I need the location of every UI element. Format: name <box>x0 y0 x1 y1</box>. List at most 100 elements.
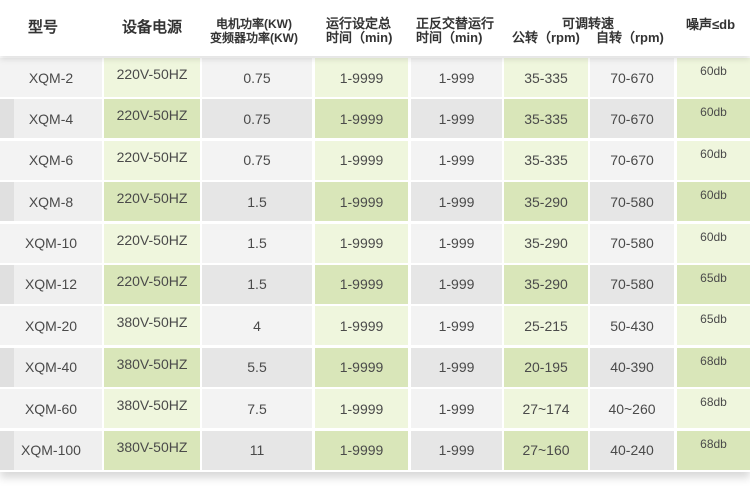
cell-noise: 60db <box>677 140 750 180</box>
table-row: XQM-40 380V-50HZ 5.5 1-9999 1-999 20-195… <box>0 347 750 389</box>
cell-noise: 68db <box>677 389 750 429</box>
cell-total-time: 1-9999 <box>315 223 408 263</box>
cell-noise: 68db <box>677 347 750 387</box>
cell-rotation-speed: 70-670 <box>590 140 674 180</box>
cell-revolution-speed: 27~174 <box>504 389 588 429</box>
cell-rotation-speed: 50-430 <box>590 306 674 346</box>
cell-revolution-speed: 35-335 <box>504 58 588 97</box>
cell-motor-power: 1.5 <box>202 223 312 263</box>
header-total-time-line2: 时间（min) <box>326 30 393 45</box>
spec-table-body: XQM-2 220V-50HZ 0.75 1-9999 1-999 35-335… <box>0 58 750 472</box>
header-model: 型号 <box>28 19 59 36</box>
cell-model: XQM-60 <box>0 389 102 429</box>
header-total-time: 运行设定总 时间（min) <box>326 17 392 45</box>
header-alt-time: 正反交替运行 时间（min) <box>416 17 494 45</box>
cell-total-time: 1-9999 <box>315 430 408 470</box>
cell-noise: 68db <box>677 430 750 470</box>
header-rotation: 自转（rpm) <box>596 30 664 45</box>
cell-total-time: 1-9999 <box>315 140 408 180</box>
cell-revolution-speed: 35-335 <box>504 140 588 180</box>
header-revolution: 公转（rpm) <box>512 30 580 45</box>
table-row: XQM-10 220V-50HZ 1.5 1-9999 1-999 35-290… <box>0 223 750 265</box>
cell-alt-time: 1-999 <box>411 99 502 139</box>
cell-revolution-speed: 35-290 <box>504 182 588 222</box>
header-motor-power-line1: 电机功率(KW) <box>216 17 292 31</box>
cell-alt-time: 1-999 <box>411 347 502 387</box>
cell-rotation-speed: 70-580 <box>590 182 674 222</box>
cell-total-time: 1-9999 <box>315 99 408 139</box>
cell-noise: 60db <box>677 99 750 139</box>
cell-power-supply: 380V-50HZ <box>104 430 200 470</box>
cell-noise: 65db <box>677 264 750 304</box>
cell-power-supply: 220V-50HZ <box>104 264 200 304</box>
cell-model: XQM-40 <box>0 347 102 387</box>
header-power-supply: 设备电源 <box>122 19 183 36</box>
cell-model: XQM-6 <box>0 140 102 180</box>
cell-rotation-speed: 70-670 <box>590 99 674 139</box>
cell-total-time: 1-9999 <box>315 306 408 346</box>
cell-motor-power: 1.5 <box>202 182 312 222</box>
cell-rotation-speed: 40-390 <box>590 347 674 387</box>
cell-rotation-speed: 40-240 <box>590 430 674 470</box>
table-row: XQM-100 380V-50HZ 11 1-9999 1-999 27~160… <box>0 430 750 472</box>
table-row: XQM-12 220V-50HZ 1.5 1-9999 1-999 35-290… <box>0 264 750 306</box>
header-total-time-line1: 运行设定总 <box>326 16 392 31</box>
header-alt-time-line1: 正反交替运行 <box>416 16 495 31</box>
cell-total-time: 1-9999 <box>315 389 408 429</box>
cell-alt-time: 1-999 <box>411 58 502 97</box>
cell-model: XQM-12 <box>0 264 102 304</box>
cell-alt-time: 1-999 <box>411 182 502 222</box>
cell-power-supply: 220V-50HZ <box>104 182 200 222</box>
cell-total-time: 1-9999 <box>315 347 408 387</box>
cell-rotation-speed: 70-670 <box>590 58 674 97</box>
table-row: XQM-60 380V-50HZ 7.5 1-9999 1-999 27~174… <box>0 389 750 430</box>
cell-power-supply: 380V-50HZ <box>104 389 200 429</box>
table-row: XQM-2 220V-50HZ 0.75 1-9999 1-999 35-335… <box>0 58 750 99</box>
cell-alt-time: 1-999 <box>411 223 502 263</box>
cell-revolution-speed: 25-215 <box>504 306 588 346</box>
cell-rotation-speed: 70-580 <box>590 223 674 263</box>
cell-model: XQM-2 <box>0 58 102 97</box>
header-motor-power: 电机功率(KW) 变频器功率(KW) <box>210 17 298 45</box>
cell-power-supply: 380V-50HZ <box>104 347 200 387</box>
cell-model: XQM-4 <box>0 99 102 139</box>
cell-power-supply: 380V-50HZ <box>104 306 200 346</box>
cell-model: XQM-8 <box>0 182 102 222</box>
header-speed-title: 可调转速 <box>562 16 615 31</box>
cell-power-supply: 220V-50HZ <box>104 223 200 263</box>
header-alt-time-line2: 时间（min) <box>416 30 483 45</box>
cell-motor-power: 11 <box>202 430 312 470</box>
cell-revolution-speed: 35-335 <box>504 99 588 139</box>
cell-motor-power: 4 <box>202 306 312 346</box>
cell-power-supply: 220V-50HZ <box>104 58 200 97</box>
cell-alt-time: 1-999 <box>411 264 502 304</box>
cell-noise: 65db <box>677 306 750 346</box>
cell-motor-power: 0.75 <box>202 140 312 180</box>
cell-revolution-speed: 20-195 <box>504 347 588 387</box>
cell-total-time: 1-9999 <box>315 264 408 304</box>
cell-revolution-speed: 27~160 <box>504 430 588 470</box>
cell-alt-time: 1-999 <box>411 140 502 180</box>
cell-noise: 60db <box>677 182 750 222</box>
cell-total-time: 1-9999 <box>315 182 408 222</box>
cell-revolution-speed: 35-290 <box>504 264 588 304</box>
cell-noise: 60db <box>677 223 750 263</box>
cell-alt-time: 1-999 <box>411 306 502 346</box>
header-noise: 噪声≤db <box>686 17 736 32</box>
cell-motor-power: 0.75 <box>202 99 312 139</box>
cell-alt-time: 1-999 <box>411 430 502 470</box>
header-motor-power-line2: 变频器功率(KW) <box>210 31 298 45</box>
table-row: XQM-8 220V-50HZ 1.5 1-9999 1-999 35-290 … <box>0 182 750 223</box>
cell-motor-power: 7.5 <box>202 389 312 429</box>
cell-rotation-speed: 70-580 <box>590 264 674 304</box>
table-row: XQM-6 220V-50HZ 0.75 1-9999 1-999 35-335… <box>0 140 750 182</box>
cell-motor-power: 5.5 <box>202 347 312 387</box>
table-header: 型号 设备电源 电机功率(KW) 变频器功率(KW) 运行设定总 时间（min)… <box>0 0 750 56</box>
cell-model: XQM-10 <box>0 223 102 263</box>
cell-power-supply: 220V-50HZ <box>104 140 200 180</box>
cell-power-supply: 220V-50HZ <box>104 99 200 139</box>
cell-motor-power: 0.75 <box>202 58 312 97</box>
cell-model: XQM-20 <box>0 306 102 346</box>
cell-model: XQM-100 <box>0 430 102 470</box>
cell-revolution-speed: 35-290 <box>504 223 588 263</box>
